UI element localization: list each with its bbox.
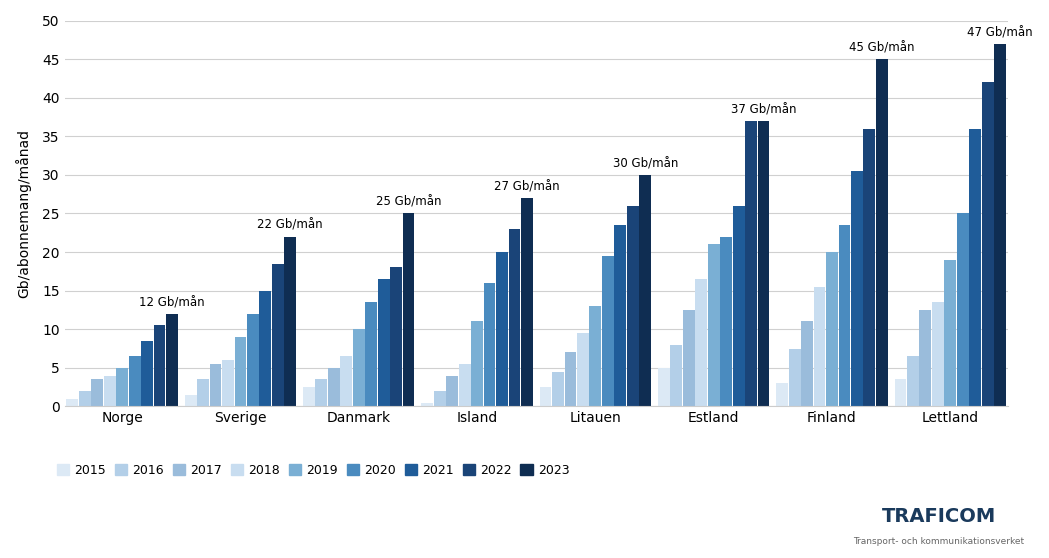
Bar [129,356,141,406]
Bar [66,398,79,406]
Bar [695,279,707,406]
Bar [446,376,458,406]
Bar [284,237,296,406]
Bar [222,360,234,406]
Bar [838,225,851,406]
Bar [627,206,639,406]
Bar [615,225,626,406]
Bar [863,128,875,406]
Bar [303,387,315,406]
Bar [851,171,863,406]
Bar [471,321,483,406]
Bar [721,237,732,406]
Bar [776,383,788,406]
Bar [826,252,838,406]
Bar [969,128,981,406]
Bar [484,283,495,406]
Bar [509,229,520,406]
Bar [789,349,800,406]
Text: TRAFICOM: TRAFICOM [882,507,996,526]
Bar [328,368,340,406]
Bar [801,321,813,406]
Bar [166,314,178,406]
Text: 45 Gb/mån: 45 Gb/mån [849,41,915,55]
Bar [390,267,402,406]
Bar [403,214,414,406]
Bar [378,279,389,406]
Bar [235,337,247,406]
Bar [944,260,957,406]
Legend: 2015, 2016, 2017, 2018, 2019, 2020, 2021, 2022, 2023: 2015, 2016, 2017, 2018, 2019, 2020, 2021… [52,459,575,482]
Bar [434,391,446,406]
Bar [577,333,588,406]
Bar [104,376,115,406]
Bar [422,402,433,406]
Y-axis label: Gb/abonnemang/månad: Gb/abonnemang/månad [15,129,31,298]
Bar [590,306,601,406]
Bar [496,252,508,406]
Bar [708,244,720,406]
Bar [247,314,259,406]
Bar [365,302,378,406]
Bar [539,387,552,406]
Bar [521,198,533,406]
Bar [91,379,103,406]
Bar [79,391,90,406]
Text: 25 Gb/mån: 25 Gb/mån [376,196,442,209]
Text: Transport- och kommunikationsverket: Transport- och kommunikationsverket [853,537,1025,546]
Bar [272,263,283,406]
Text: 12 Gb/mån: 12 Gb/mån [140,296,205,309]
Text: 37 Gb/mån: 37 Gb/mån [731,103,796,116]
Bar [994,44,1006,406]
Bar [352,329,365,406]
Bar [116,368,128,406]
Text: 27 Gb/mån: 27 Gb/mån [494,180,560,194]
Bar [745,121,757,406]
Bar [732,206,745,406]
Bar [932,302,944,406]
Bar [982,82,993,406]
Text: 22 Gb/mån: 22 Gb/mån [257,219,323,232]
Bar [670,345,682,406]
Bar [683,310,694,406]
Bar [185,395,196,406]
Bar [957,214,968,406]
Bar [259,291,272,406]
Bar [564,352,576,406]
Bar [552,372,564,406]
Bar [458,364,471,406]
Text: 47 Gb/mån: 47 Gb/mån [967,26,1033,39]
Bar [907,356,919,406]
Bar [757,121,769,406]
Text: 30 Gb/mån: 30 Gb/mån [613,157,678,170]
Bar [876,59,887,406]
Bar [658,368,669,406]
Bar [316,379,327,406]
Bar [153,325,166,406]
Bar [210,364,221,406]
Bar [142,341,153,406]
Bar [197,379,209,406]
Bar [639,175,651,406]
Bar [340,356,352,406]
Bar [814,287,826,406]
Bar [920,310,932,406]
Bar [602,256,614,406]
Bar [895,379,906,406]
